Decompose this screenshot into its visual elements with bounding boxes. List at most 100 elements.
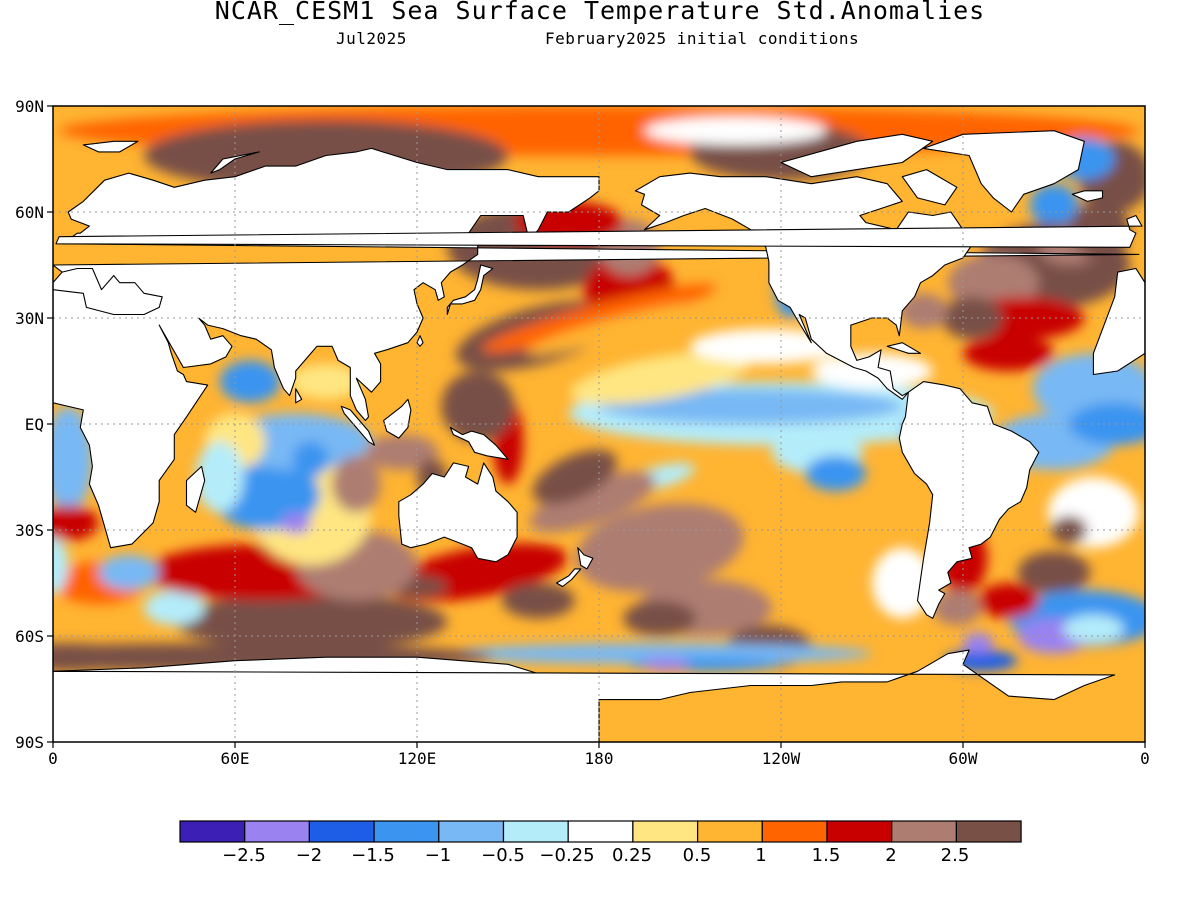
land-baffin (901, 169, 958, 206)
anomaly-region (599, 388, 903, 425)
colorbar-label: 0.25 (611, 845, 653, 866)
anomaly-region (690, 328, 842, 364)
colorbar-swatch (438, 820, 505, 843)
colorbar-label: −2.5 (222, 845, 266, 866)
lon-label-60e: 60E (220, 749, 250, 768)
lat-label-60n: 60N (15, 203, 44, 222)
anomaly-region (932, 590, 982, 626)
lon-label-60w: 60W (948, 749, 978, 768)
lon-label-0: 0 (48, 749, 58, 768)
land-nz-south (555, 568, 582, 588)
land-cuba (886, 342, 922, 354)
land-japan (446, 264, 494, 316)
land-arctic-islands (780, 133, 934, 178)
anomaly-region (805, 455, 866, 492)
anomaly-region (292, 441, 330, 478)
colorbar-label: −0.25 (539, 845, 595, 866)
initial-conditions-label: February2025 initial conditions (545, 29, 860, 48)
land-sri-lanka (295, 388, 303, 404)
anomaly-region (526, 302, 703, 355)
colorbar-swatch (761, 820, 828, 843)
colorbar-swatch (632, 820, 699, 843)
land-taiwan (416, 335, 424, 347)
anomaly-region (53, 537, 69, 594)
anomaly-region (1063, 614, 1124, 644)
land-nz-north (577, 547, 594, 570)
lat-label-30n: 30N (15, 309, 44, 328)
forecast-month: Jul2025 (336, 29, 407, 48)
chart-title: NCAR_CESM1 Sea Surface Temperature Std.A… (214, 0, 986, 25)
axis-ticks (47, 105, 1146, 748)
land-sumatra (340, 405, 376, 446)
anomaly-region (641, 657, 690, 672)
land-borneo (383, 398, 412, 439)
anomaly-region (332, 455, 381, 513)
sst-anomaly-map (47, 105, 1146, 748)
anomaly-region (532, 449, 617, 505)
anomaly-region (1050, 515, 1088, 545)
anomaly-region (219, 360, 281, 403)
anomaly-region (447, 643, 872, 665)
lat-label-60s: 60S (15, 627, 44, 646)
lat-label-90n: 90N (15, 97, 44, 116)
anomaly-region (501, 583, 575, 619)
anomaly-region (963, 335, 1054, 372)
colorbar-swatch (696, 820, 763, 843)
colorbar-label: 2.5 (940, 845, 970, 866)
lat-label-30s: 30S (15, 521, 44, 540)
anomaly-region (98, 554, 160, 591)
anomaly-region (1029, 183, 1079, 227)
colorbar-label: −2 (295, 845, 323, 866)
colorbar-swatch (955, 820, 1022, 843)
colorbar-label: 1.5 (811, 845, 841, 866)
anomaly-region (978, 583, 1039, 619)
colorbar-label: −0.5 (481, 845, 525, 866)
anomaly-region (441, 371, 515, 442)
colorbar-swatch (308, 820, 375, 843)
land-svalbard (82, 140, 139, 153)
anomaly-region (623, 600, 697, 636)
anomaly-region (365, 434, 439, 470)
anomaly-region (963, 632, 994, 654)
colorbar-label: −1 (424, 845, 452, 866)
anomaly-region (644, 116, 827, 145)
anomaly-region (289, 363, 363, 400)
colorbar-swatch (244, 820, 310, 843)
anomaly-region (174, 593, 448, 651)
colorbar (179, 820, 1022, 843)
anomaly-region (53, 643, 129, 672)
lat-label-eq: EQ (24, 415, 44, 434)
colorbar-label: 1 (755, 845, 767, 866)
anomaly-region (947, 254, 1039, 311)
land-masses (53, 130, 1145, 742)
land-australia (398, 462, 518, 563)
land-britain (55, 214, 1143, 248)
colorbar-swatch (179, 820, 246, 843)
land-antarctica-w (53, 649, 1116, 742)
lon-label-120w: 120W (761, 749, 801, 768)
anomaly-region (144, 590, 205, 626)
colorbar-label: 2 (885, 845, 897, 866)
anomaly-region (53, 505, 99, 541)
anomaly-region (569, 351, 750, 405)
anomaly-region (195, 441, 245, 513)
colorbar-swatch (567, 820, 634, 843)
anomaly-region (1069, 402, 1145, 446)
colorbar-label: −1.5 (351, 845, 395, 866)
lon-label-0-east: 0 (1140, 749, 1150, 768)
colorbar-swatch (373, 820, 440, 843)
colorbar-label: 0.5 (682, 845, 712, 866)
land-south-america (898, 381, 1040, 619)
anomaly-region (899, 293, 948, 329)
land-greenland (923, 130, 1085, 213)
colorbar-swatch (502, 820, 569, 843)
land-new-guinea (449, 426, 509, 460)
land-iceland (1071, 190, 1104, 202)
anomaly-region (280, 512, 311, 534)
colorbar-swatch (826, 820, 893, 843)
land-west-africa-edge (1092, 267, 1145, 376)
anomaly-region (575, 503, 744, 592)
anomaly-region (529, 471, 657, 533)
colorbar-swatch (891, 820, 958, 843)
gridlines (53, 106, 1145, 742)
